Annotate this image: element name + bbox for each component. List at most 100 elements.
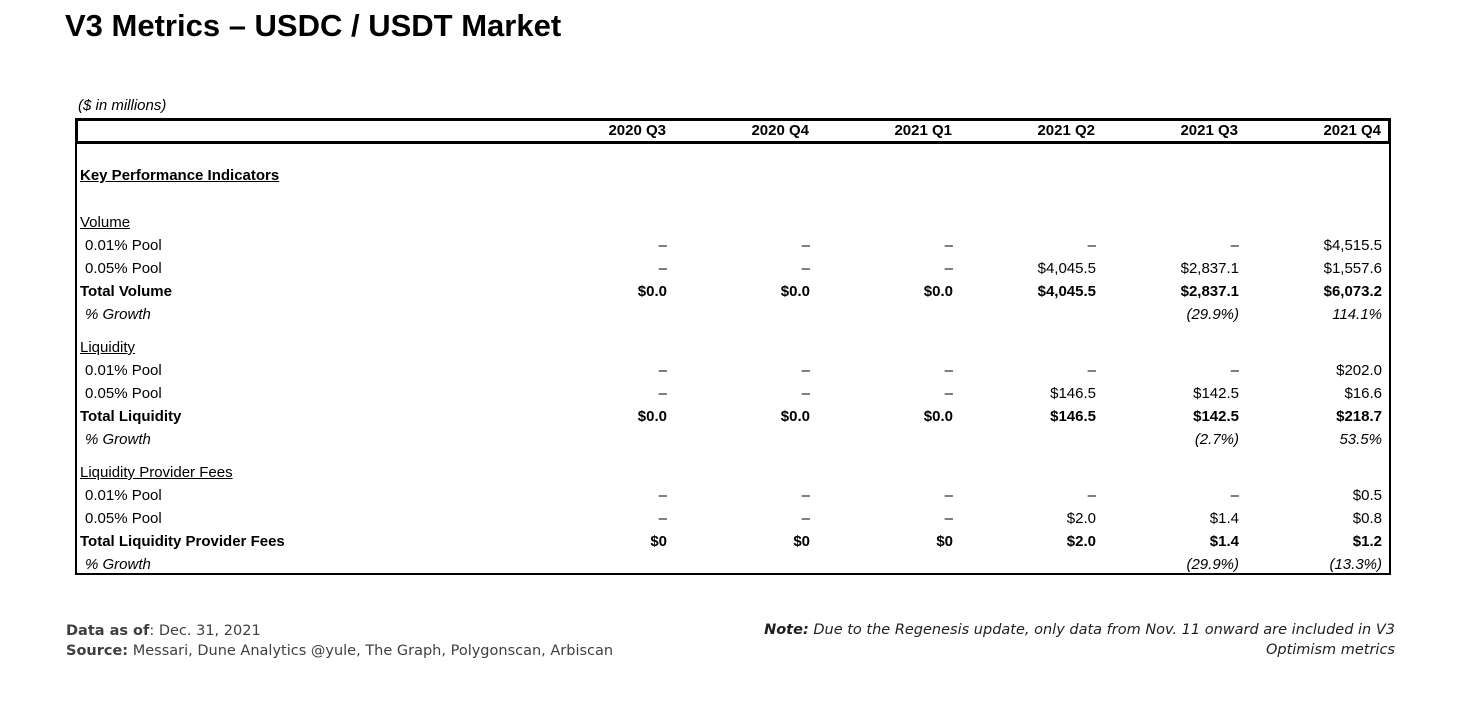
table-cell: $0.8 — [1352, 510, 1382, 527]
row-label: % Growth — [85, 556, 151, 573]
table-cell: $0.5 — [1352, 487, 1382, 504]
column-header: 2020 Q4 — [751, 122, 809, 139]
table-cell: – — [801, 510, 810, 527]
source-label: Source: — [66, 643, 129, 659]
table-cell: $0.0 — [780, 408, 810, 425]
row-label: 0.05% Pool — [85, 260, 162, 277]
table-cell — [674, 553, 817, 573]
row-label: Total Volume — [80, 283, 172, 300]
table-cell: $6,073.2 — [1323, 283, 1382, 300]
table-cell: – — [801, 237, 810, 254]
table-cell — [817, 553, 960, 573]
table-cell: $1.4 — [1209, 533, 1239, 550]
table-row-total: Total Volume $0.0 $0.0 $0.0 $4,045.5 $2,… — [77, 280, 1389, 303]
row-label: 0.05% Pool — [85, 385, 162, 402]
row-label: % Growth — [85, 431, 151, 448]
table-cell: $4,515.5 — [1323, 237, 1382, 254]
note-value: Due to the Regenesis update, only data f… — [808, 622, 1395, 658]
table-cell: – — [944, 385, 953, 402]
table-cell: $4,045.5 — [1037, 283, 1096, 300]
table-cell: $0 — [650, 533, 667, 550]
table-cell: – — [944, 487, 953, 504]
table-cell — [960, 303, 1103, 326]
column-header: 2021 Q3 — [1180, 122, 1238, 139]
table-cell: $218.7 — [1336, 408, 1382, 425]
table-cell: – — [944, 237, 953, 254]
data-as-of-value: : Dec. 31, 2021 — [149, 623, 261, 639]
column-header: 2020 Q3 — [608, 122, 666, 139]
table-cell: $146.5 — [1050, 408, 1096, 425]
table-cell: – — [658, 362, 667, 379]
table-row-growth: % Growth (29.9%) 114.1% — [77, 303, 1389, 326]
table-cell — [817, 428, 960, 451]
row-label: 0.05% Pool — [85, 510, 162, 527]
table-row: 0.05% Pool – – – $2.0 $1.4 $0.8 — [77, 507, 1389, 530]
table-cell — [960, 553, 1103, 573]
data-as-of-label: Data as of — [66, 623, 150, 639]
footer-meta: Data as of: Dec. 31, 2021 Source: Messar… — [66, 621, 613, 661]
kpi-header-label: Key Performance Indicators — [80, 167, 280, 184]
table-cell: – — [658, 510, 667, 527]
table-cell: $0.0 — [923, 283, 953, 300]
table-cell: $0 — [936, 533, 953, 550]
table-cell: $1.2 — [1352, 533, 1382, 550]
table-cell: – — [1087, 487, 1096, 504]
table-cell: $0.0 — [780, 283, 810, 300]
row-label: 0.01% Pool — [85, 237, 162, 254]
table-cell: – — [944, 510, 953, 527]
source-line: Source: Messari, Dune Analytics @yule, T… — [66, 641, 613, 661]
table-row: 0.01% Pool – – – – – $4,515.5 — [77, 234, 1389, 257]
spacer — [77, 451, 1389, 461]
table-cell: 114.1% — [1332, 306, 1382, 323]
table-cell — [817, 303, 960, 326]
table-cell: – — [944, 362, 953, 379]
table-cell — [531, 303, 674, 326]
table-cell: – — [801, 385, 810, 402]
table-row: 0.05% Pool – – – $146.5 $142.5 $16.6 — [77, 382, 1389, 405]
table-row-growth: % Growth (29.9%) (13.3%) — [77, 553, 1389, 573]
table-cell — [960, 428, 1103, 451]
table-cell: $0.0 — [637, 283, 667, 300]
table-cell: $142.5 — [1193, 385, 1239, 402]
footnote: Note: Due to the Regenesis update, only … — [715, 620, 1395, 660]
column-header-spacer — [78, 121, 530, 141]
source-value: Messari, Dune Analytics @yule, The Graph… — [128, 643, 614, 659]
spacer — [77, 187, 1389, 211]
table-row: 0.01% Pool – – – – – $202.0 — [77, 359, 1389, 382]
table-cell: $16.6 — [1344, 385, 1382, 402]
note-label: Note: — [764, 622, 809, 638]
table-row-growth: % Growth (2.7%) 53.5% — [77, 428, 1389, 451]
table-cell: – — [801, 487, 810, 504]
table-cell: $4,045.5 — [1037, 260, 1096, 277]
section-header-volume: Volume — [77, 211, 1389, 234]
table-cell: $146.5 — [1050, 385, 1096, 402]
table-cell — [531, 553, 674, 573]
table-cell: $1,557.6 — [1323, 260, 1382, 277]
table-cell: $2,837.1 — [1180, 260, 1239, 277]
table-cell: – — [658, 260, 667, 277]
table-cell: – — [1087, 362, 1096, 379]
section-header-liquidity: Liquidity — [77, 336, 1389, 359]
metrics-table: 2020 Q3 2020 Q4 2021 Q1 2021 Q2 2021 Q3 … — [75, 118, 1391, 575]
kpi-header-row: Key Performance Indicators — [77, 164, 1389, 187]
table-cell — [531, 428, 674, 451]
table-row-total: Total Liquidity $0.0 $0.0 $0.0 $146.5 $1… — [77, 405, 1389, 428]
table-cell: 53.5% — [1339, 431, 1382, 448]
units-label: ($ in millions) — [78, 97, 167, 114]
table-cell: $0.0 — [637, 408, 667, 425]
table-row: 0.01% Pool – – – – – $0.5 — [77, 484, 1389, 507]
column-header: 2021 Q1 — [894, 122, 952, 139]
table-cell: – — [658, 385, 667, 402]
table-cell: – — [801, 260, 810, 277]
table-row-total: Total Liquidity Provider Fees $0 $0 $0 $… — [77, 530, 1389, 553]
table-cell: – — [944, 260, 953, 277]
data-as-of-line: Data as of: Dec. 31, 2021 — [66, 621, 613, 641]
table-cell: – — [1230, 362, 1239, 379]
column-header: 2021 Q2 — [1037, 122, 1095, 139]
row-label: Total Liquidity — [80, 408, 182, 425]
table-cell: (2.7%) — [1194, 431, 1239, 448]
table-cell: $0 — [793, 533, 810, 550]
table-cell: $142.5 — [1193, 408, 1239, 425]
row-label: Total Liquidity Provider Fees — [80, 533, 285, 550]
row-label: % Growth — [85, 306, 151, 323]
